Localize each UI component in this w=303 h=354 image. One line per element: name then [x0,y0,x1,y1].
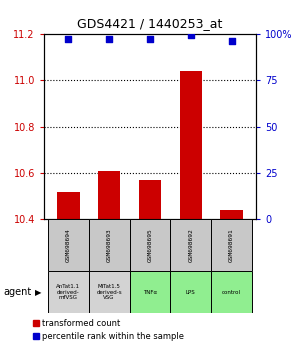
Bar [48,219,89,271]
Text: GSM698694: GSM698694 [66,228,71,262]
Text: LPS: LPS [186,290,196,295]
Bar [220,210,243,219]
Text: GSM698691: GSM698691 [229,228,234,262]
Bar [211,219,252,271]
Bar [98,171,120,219]
Text: agent: agent [3,287,31,297]
Point [229,38,234,44]
Text: control: control [222,290,241,295]
Bar [130,271,170,313]
Bar [89,219,130,271]
Text: ▶: ▶ [35,287,41,297]
Bar [170,271,211,313]
Bar [211,271,252,313]
Bar [130,219,170,271]
Title: GDS4421 / 1440253_at: GDS4421 / 1440253_at [77,17,223,30]
Point [66,36,71,42]
Text: GSM698695: GSM698695 [148,228,152,262]
Text: GSM698693: GSM698693 [107,228,112,262]
Text: GSM698692: GSM698692 [188,228,193,262]
Bar [139,180,161,219]
Point [107,36,112,42]
Point [148,36,152,42]
Legend: transformed count, percentile rank within the sample: transformed count, percentile rank withi… [33,319,184,341]
Point [188,33,193,38]
Bar [48,271,89,313]
Text: TNFα: TNFα [143,290,157,295]
Bar [89,271,130,313]
Bar [57,192,80,219]
Text: AnTat1.1
derived-
mfVSG: AnTat1.1 derived- mfVSG [56,284,80,300]
Bar [180,71,202,219]
Bar [170,219,211,271]
Text: MiTat1.5
derived-s
VSG: MiTat1.5 derived-s VSG [96,284,122,300]
